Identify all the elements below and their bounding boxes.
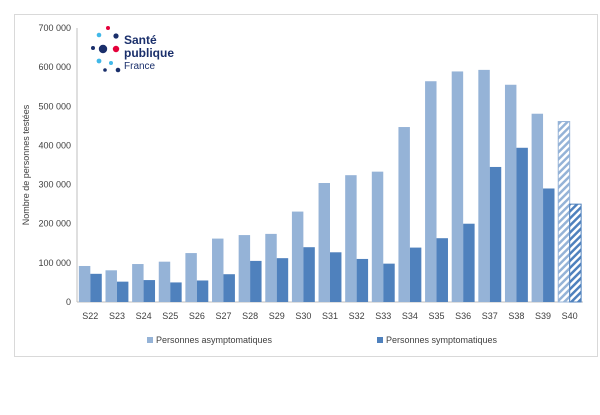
logo-line1: Santé — [124, 33, 157, 47]
legend-swatch-symptomatic — [377, 337, 383, 343]
bar-asymptomatic-s39 — [531, 113, 544, 302]
x-tick-label: S34 — [402, 311, 418, 321]
bar-asymptomatic-s36 — [451, 71, 464, 302]
y-tick-label: 400 000 — [38, 140, 71, 150]
bar-symptomatic-s37 — [489, 166, 502, 302]
bar-asymptomatic-s33 — [371, 171, 384, 302]
x-tick-label: S33 — [375, 311, 391, 321]
legend-label-symptomatic: Personnes symptomatiques — [386, 335, 498, 345]
bar-symptomatic-s26 — [196, 280, 209, 302]
logo-dot — [103, 68, 107, 72]
x-tick-label: S39 — [535, 311, 551, 321]
bars-group — [78, 69, 582, 303]
bar-symptomatic-s25 — [170, 282, 182, 302]
bar-asymptomatic-s28 — [238, 235, 251, 302]
chart-canvas: Santé publique France Nombre de personne… — [21, 23, 583, 345]
x-tick-label: S30 — [295, 311, 311, 321]
bar-symptomatic-s23 — [116, 281, 129, 302]
sante-publique-france-logo: Santé publique France — [91, 26, 174, 73]
x-tick-label: S27 — [215, 311, 231, 321]
bar-symptomatic-s36 — [463, 223, 475, 302]
bar-asymptomatic-s23 — [105, 270, 117, 302]
y-tick-label: 500 000 — [38, 101, 71, 111]
bar-asymptomatic-s27 — [212, 238, 224, 302]
y-axis-title: Nombre de personnes testées — [21, 104, 31, 225]
bar-asymptomatic-s26 — [185, 253, 197, 302]
bar-symptomatic-s39 — [543, 188, 555, 302]
bar-symptomatic-s22 — [90, 273, 102, 302]
bar-asymptomatic-s40 — [557, 121, 571, 303]
x-tick-label: S35 — [429, 311, 445, 321]
bar-asymptomatic-s32 — [345, 175, 357, 302]
y-tick-label: 700 000 — [38, 23, 71, 33]
legend: Personnes asymptomatiques Personnes symp… — [147, 335, 498, 345]
logo-dot — [112, 45, 120, 53]
x-tick-label: S28 — [242, 311, 258, 321]
bar-symptomatic-s27 — [223, 274, 235, 302]
y-tick-label: 600 000 — [38, 62, 71, 72]
logo-dot — [115, 67, 121, 73]
x-tick-label: S38 — [508, 311, 524, 321]
x-tick-label: S25 — [162, 311, 178, 321]
bar-asymptomatic-s37 — [478, 69, 490, 302]
bar-asymptomatic-s38 — [504, 84, 517, 302]
bar-symptomatic-s38 — [516, 147, 528, 302]
y-tick-label: 200 000 — [38, 219, 71, 229]
logo-dot — [109, 61, 113, 65]
x-tick-label: S29 — [269, 311, 285, 321]
x-tick-label: S36 — [455, 311, 471, 321]
x-tick-label: S22 — [82, 311, 98, 321]
bar-symptomatic-s24 — [143, 280, 156, 302]
bar-symptomatic-s29 — [276, 258, 289, 302]
logo-dot — [113, 33, 119, 39]
bar-asymptomatic-s35 — [425, 81, 437, 302]
x-tick-label: S32 — [349, 311, 365, 321]
bar-asymptomatic-s22 — [78, 265, 91, 302]
logo-dot — [96, 58, 102, 64]
bar-symptomatic-s35 — [436, 238, 448, 302]
y-tick-label: 100 000 — [38, 258, 71, 268]
x-tick-label: S24 — [136, 311, 152, 321]
y-tick-label: 300 000 — [38, 180, 71, 190]
bar-symptomatic-s34 — [409, 247, 422, 302]
bar-asymptomatic-s24 — [132, 264, 144, 302]
bar-symptomatic-s40 — [569, 203, 582, 303]
bar-asymptomatic-s31 — [318, 183, 330, 302]
bar-symptomatic-s28 — [250, 260, 262, 302]
bar-asymptomatic-s25 — [158, 261, 171, 302]
logo-dot — [96, 32, 102, 38]
chart-frame: Santé publique France Nombre de personne… — [14, 14, 598, 357]
x-tick-label: S37 — [482, 311, 498, 321]
logo-dot — [106, 26, 110, 30]
y-tick-label: 0 — [66, 297, 71, 307]
bar-symptomatic-s33 — [383, 263, 395, 302]
logo-dot — [98, 44, 108, 54]
bar-symptomatic-s31 — [330, 252, 342, 302]
logo-line3: France — [124, 61, 156, 72]
y-axis-ticks: 0 100 000 200 000 300 000 400 000 500 000 600 … — [38, 23, 71, 307]
bar-asymptomatic-s30 — [291, 211, 304, 302]
bar-asymptomatic-s34 — [398, 127, 410, 302]
x-axis-ticks: S22 S23 S24 S25 S26 S27 S28 S29 S30 S31 S32 S33 S34 S… — [82, 311, 577, 321]
logo-line2: publique — [124, 46, 174, 60]
x-tick-label: S23 — [109, 311, 125, 321]
legend-label-asymptomatic: Personnes asymptomatiques — [156, 335, 273, 345]
legend-swatch-asymptomatic — [147, 337, 153, 343]
bar-asymptomatic-s29 — [265, 233, 277, 302]
logo-dot — [91, 46, 95, 50]
bar-symptomatic-s32 — [356, 258, 369, 302]
bar-symptomatic-s30 — [303, 247, 315, 302]
x-tick-label: S31 — [322, 311, 338, 321]
x-tick-label: S26 — [189, 311, 205, 321]
x-tick-label: S40 — [562, 311, 578, 321]
